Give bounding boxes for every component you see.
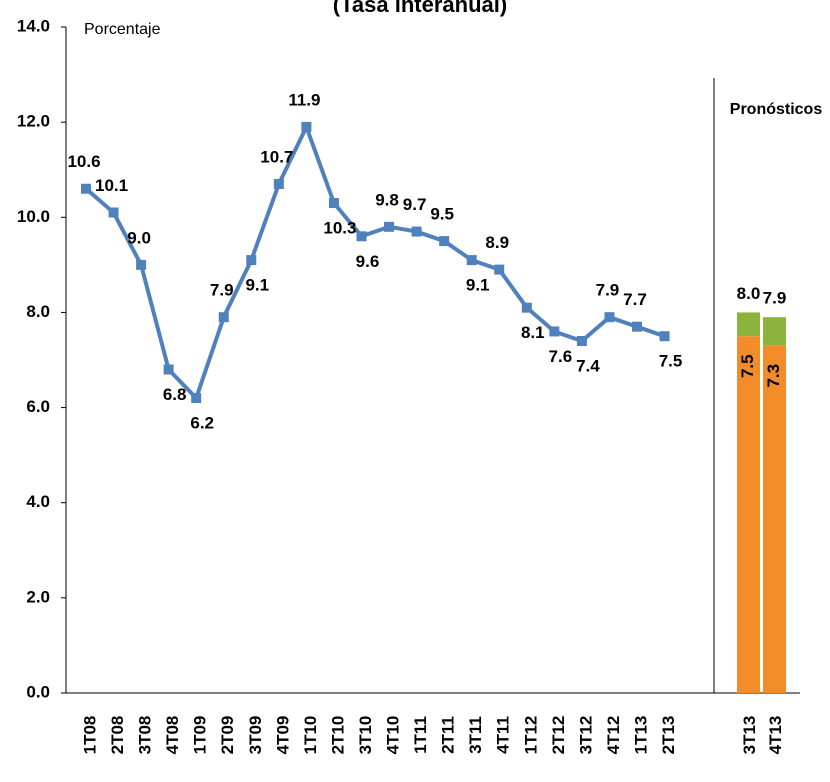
x-tick-label: 3T13 xyxy=(740,716,759,755)
y-tick-label: 6.0 xyxy=(26,397,50,416)
point xyxy=(494,264,505,275)
data-label: 7.6 xyxy=(549,347,573,366)
y-tick-label: 12.0 xyxy=(17,112,50,131)
data-label: 9.1 xyxy=(245,276,269,295)
point xyxy=(136,259,147,270)
x-tick-label: 2T10 xyxy=(328,716,347,755)
data-label: 10.6 xyxy=(67,152,100,171)
chart-title: (Tasa interanual) xyxy=(333,0,507,17)
x-tick-label: 4T09 xyxy=(273,716,292,755)
segment-label: 7.5 xyxy=(738,354,757,378)
x-tick-label: 2T13 xyxy=(659,716,678,755)
data-label: 7.9 xyxy=(596,281,620,300)
bar-segment xyxy=(763,345,786,693)
x-tick-label: 1T11 xyxy=(411,716,430,754)
x-tick-label: 3T12 xyxy=(576,716,595,755)
data-label: 7.4 xyxy=(576,356,600,375)
x-tick-label: 2T12 xyxy=(549,716,568,755)
x-tick-label: 4T12 xyxy=(604,716,623,755)
x-tick-label: 4T13 xyxy=(766,716,785,755)
x-tick-label: 1T10 xyxy=(301,716,320,755)
point xyxy=(439,236,450,247)
y-tick-label: 8.0 xyxy=(26,302,50,321)
data-label: 10.1 xyxy=(95,176,128,195)
data-label: 7.5 xyxy=(659,352,683,371)
point xyxy=(246,255,257,266)
point xyxy=(576,335,587,346)
data-label: 7.9 xyxy=(210,281,234,300)
bar-segment xyxy=(737,336,760,693)
point xyxy=(466,255,477,266)
point xyxy=(301,121,312,132)
data-label: 6.8 xyxy=(163,385,187,404)
x-tick-label: 3T09 xyxy=(246,716,265,755)
x-tick-label: 3T08 xyxy=(136,716,155,755)
point xyxy=(604,312,615,323)
y-tick-label: 0.0 xyxy=(26,682,50,701)
y-tick-label: 2.0 xyxy=(26,587,50,606)
data-label: 10.7 xyxy=(260,147,293,166)
data-label: 10.3 xyxy=(323,218,356,237)
x-tick-label: 2T09 xyxy=(218,716,237,755)
y-tick-label: 14.0 xyxy=(17,16,50,35)
point xyxy=(328,198,339,209)
total-label: 8.0 xyxy=(737,284,761,303)
point xyxy=(384,221,395,232)
data-label: 9.5 xyxy=(430,205,454,224)
x-tick-label: 3T11 xyxy=(466,716,485,754)
x-tick-label: 2T08 xyxy=(108,716,127,755)
bar-segment xyxy=(737,312,760,337)
point xyxy=(81,183,91,194)
point xyxy=(632,321,642,332)
point xyxy=(273,178,284,189)
point xyxy=(411,226,422,237)
x-tick-label: 1T08 xyxy=(80,716,99,755)
x-tick-label: 1T12 xyxy=(521,716,540,755)
x-tick-label: 3T10 xyxy=(356,716,375,755)
y-axis-label: Porcentaje xyxy=(84,21,161,38)
data-label: 7.7 xyxy=(623,290,647,309)
segment-label: 7.3 xyxy=(764,364,783,388)
line xyxy=(84,121,666,402)
y-tick-label: 10.0 xyxy=(17,207,50,226)
point xyxy=(356,231,367,242)
x-tick-label: 1T13 xyxy=(631,716,650,755)
data-label: 9.8 xyxy=(375,190,399,209)
point xyxy=(549,326,560,337)
data-label: 6.2 xyxy=(190,414,214,433)
data-label: 9.7 xyxy=(403,195,427,214)
x-tick-label: 1T09 xyxy=(191,716,210,755)
data-label: 9.6 xyxy=(356,252,380,271)
x-tick-label: 4T08 xyxy=(163,716,182,755)
data-label: 11.9 xyxy=(288,90,320,109)
data-label: 9.0 xyxy=(127,228,151,247)
point xyxy=(108,207,119,218)
x-tick-label: 4T10 xyxy=(384,716,403,755)
y-tick-label: 4.0 xyxy=(26,492,50,511)
data-label: 9.1 xyxy=(466,276,490,295)
x-tick-label: 4T11 xyxy=(494,716,513,754)
point xyxy=(659,331,670,342)
bar-segment xyxy=(763,317,786,346)
point xyxy=(218,312,229,323)
point xyxy=(163,364,174,375)
data-label: 8.9 xyxy=(485,233,509,252)
forecast-title: Pronósticos xyxy=(730,101,823,118)
data-label: 8.1 xyxy=(521,323,545,342)
point xyxy=(191,393,202,404)
total-label: 7.9 xyxy=(763,289,787,308)
point xyxy=(521,302,532,313)
x-tick-label: 2T11 xyxy=(439,716,458,754)
